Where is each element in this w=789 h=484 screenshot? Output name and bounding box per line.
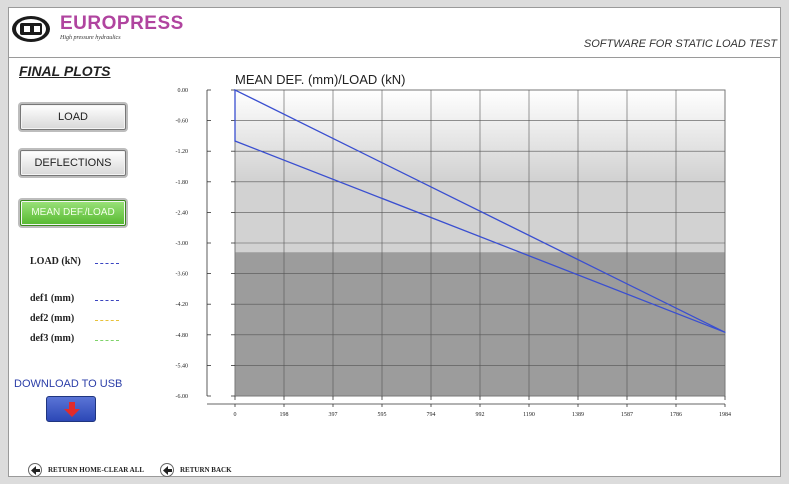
load-button[interactable]: LOAD <box>20 104 126 130</box>
logo-mark-icon <box>12 16 50 42</box>
y-tick-label: -3.60 <box>176 272 189 278</box>
mean-def-load-button[interactable]: MEAN DEF./LOAD <box>20 200 126 226</box>
legend-load-line <box>95 263 119 264</box>
y-tick-label: -1.20 <box>176 149 189 155</box>
legend-def1-label: def1 (mm) <box>30 293 75 304</box>
return-home-label: RETURN HOME-CLEAR ALL <box>48 466 145 474</box>
x-tick-label: 1984 <box>719 412 731 418</box>
x-tick-label: 1786 <box>670 412 682 418</box>
x-tick-label: 1190 <box>523 412 535 418</box>
section-title: FINAL PLOTS <box>19 63 111 79</box>
download-usb-button[interactable] <box>46 396 96 422</box>
x-tick-label: 1587 <box>621 412 633 418</box>
y-tick-label: -1.80 <box>176 180 189 186</box>
brand-logo: EUROPRESS High pressure hydraulics <box>10 12 190 46</box>
y-tick-label: -0.60 <box>176 119 189 125</box>
y-tick-label: -3.00 <box>176 241 189 247</box>
y-tick-label: -4.20 <box>176 302 189 308</box>
series-point <box>234 140 236 142</box>
x-tick-label: 198 <box>280 412 289 418</box>
legend-load-label: LOAD (kN) <box>30 256 81 267</box>
brand-tagline: High pressure hydraulics <box>60 35 121 41</box>
app-title: SOFTWARE FOR STATIC LOAD TEST <box>583 38 777 50</box>
legend-def3-line <box>95 340 119 341</box>
legend-def1-line <box>95 300 119 301</box>
x-tick-label: 1389 <box>572 412 584 418</box>
header-divider <box>8 57 781 58</box>
return-back-label: RETURN BACK <box>180 466 232 474</box>
x-tick-label: 595 <box>378 412 387 418</box>
y-tick-label: -2.40 <box>176 210 189 216</box>
y-tick-label: -5.40 <box>176 363 189 369</box>
legend-def2-line <box>95 320 119 321</box>
return-home-button[interactable]: RETURN HOME-CLEAR ALL <box>28 462 144 478</box>
x-tick-label: 794 <box>427 412 436 418</box>
brand-name: EUROPRESS <box>60 13 184 34</box>
legend-def3-label: def3 (mm) <box>30 333 75 344</box>
chart-title: MEAN DEF. (mm)/LOAD (kN) <box>235 72 405 87</box>
download-usb-label: DOWNLOAD TO USB <box>14 378 123 390</box>
y-tick-label: -6.00 <box>176 394 189 400</box>
series-point <box>234 89 236 91</box>
series-point <box>724 331 726 333</box>
x-tick-label: 0 <box>234 412 237 418</box>
left-arrow-icon <box>160 463 174 477</box>
left-arrow-icon <box>28 463 42 477</box>
y-tick-label: 0.00 <box>178 88 189 94</box>
down-arrow-icon <box>64 402 80 417</box>
x-tick-label: 992 <box>476 412 485 418</box>
mean-def-load-chart: MEAN DEF. (mm)/LOAD (kN) 0 198 397 595 794 99… <box>176 72 732 418</box>
return-back-button[interactable]: RETURN BACK <box>160 462 232 478</box>
x-tick-label: 397 <box>329 412 338 418</box>
legend-def2-label: def2 (mm) <box>30 313 75 324</box>
y-tick-label: -4.80 <box>176 333 189 339</box>
deflections-button[interactable]: DEFLECTIONS <box>20 150 126 176</box>
